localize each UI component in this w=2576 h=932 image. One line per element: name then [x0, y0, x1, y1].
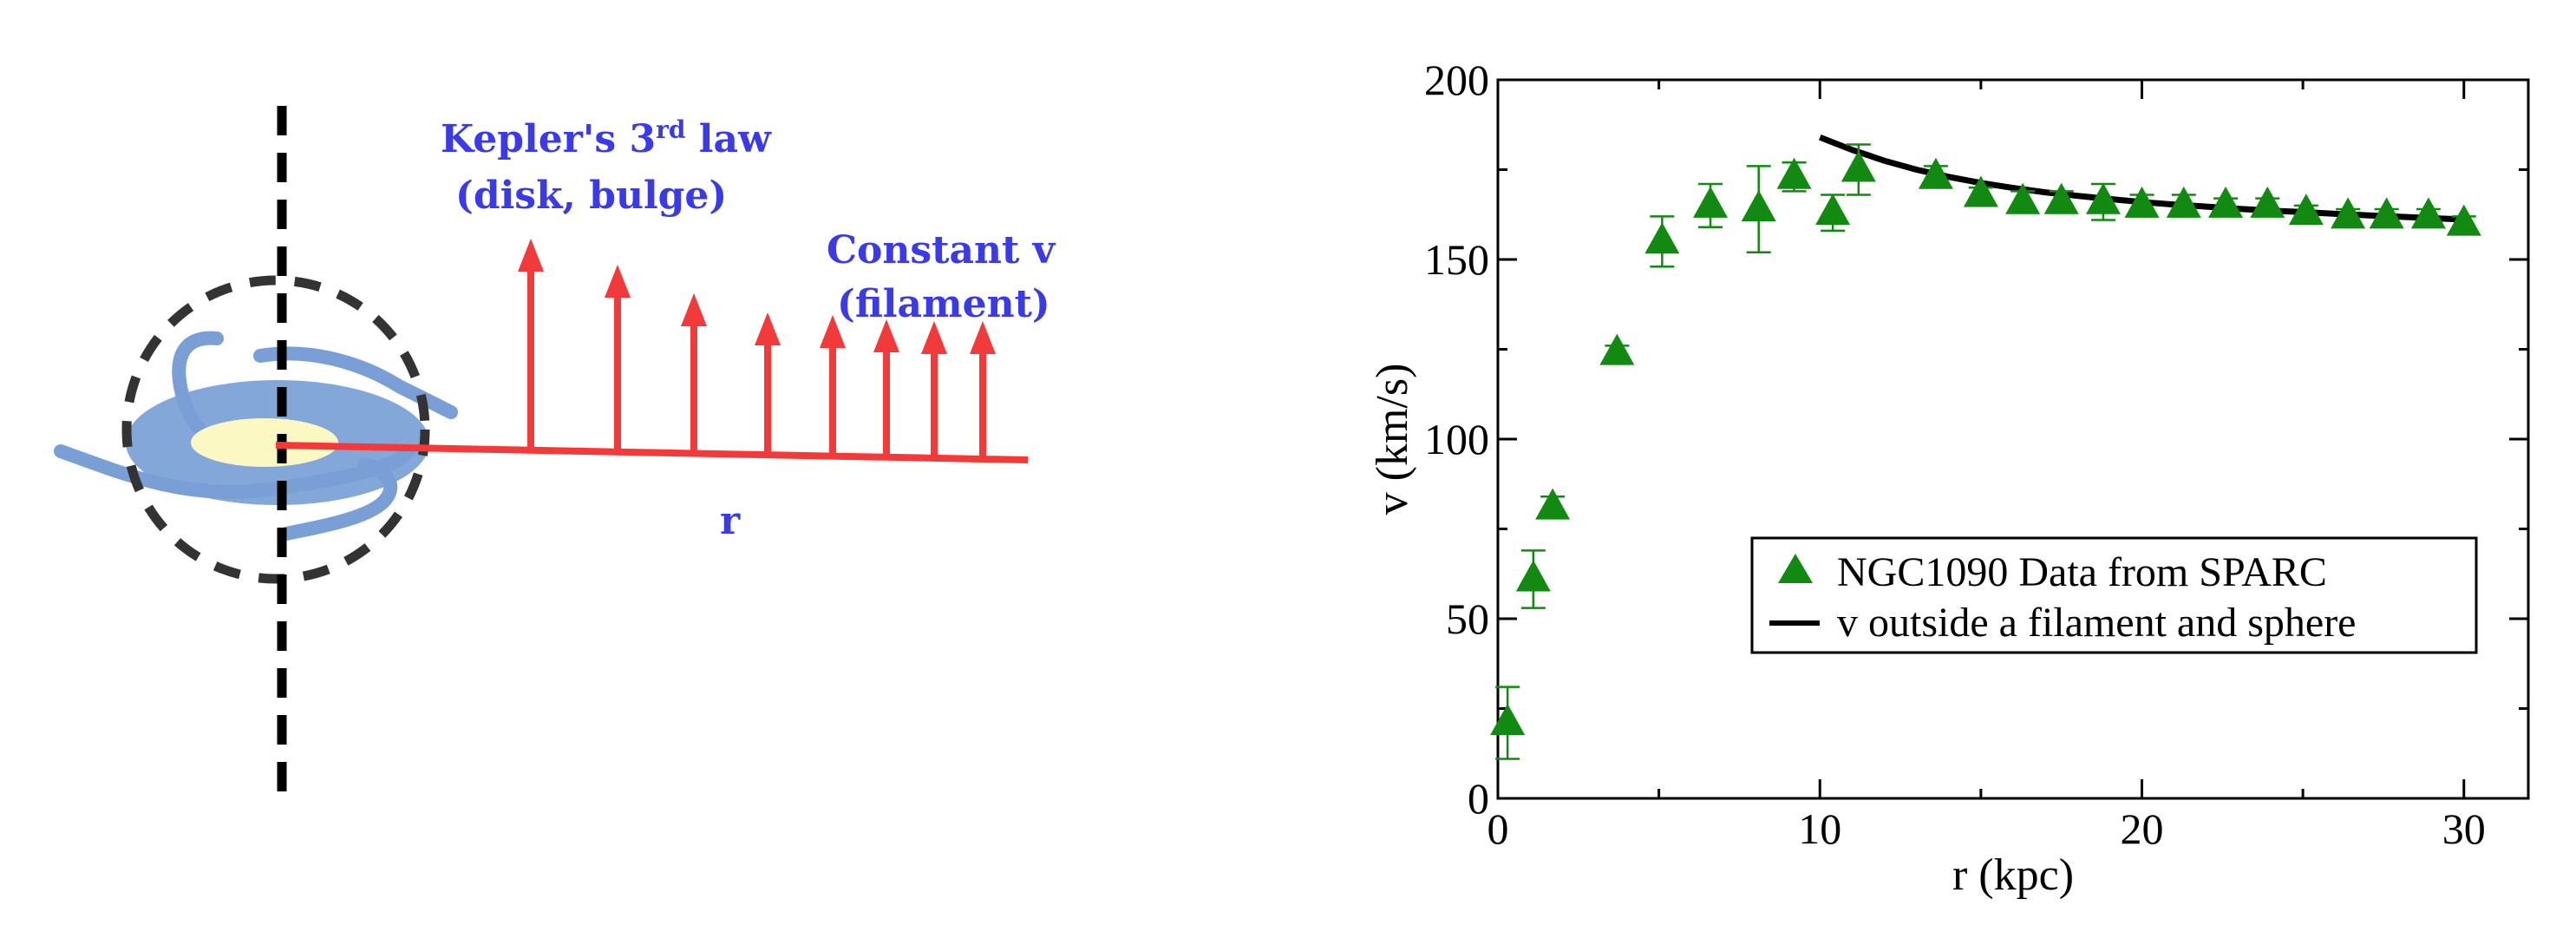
y-tick-label: 100	[1424, 415, 1489, 463]
data-point	[2446, 204, 2481, 236]
triangle-marker	[1535, 488, 1571, 520]
legend-entry-model: v outside a filament and sphere	[1837, 600, 2356, 646]
x-axis-label: r (kpc)	[1952, 850, 2074, 900]
dashed-sphere	[121, 275, 430, 584]
triangle-marker	[2250, 186, 2285, 218]
triangle-marker	[1918, 157, 1953, 189]
triangle-marker	[1644, 222, 1680, 254]
triangle-marker	[1490, 704, 1526, 736]
velocity-arrow	[605, 265, 631, 453]
legend: NGC1090 Data from SPARC v outside a fila…	[1750, 536, 2478, 654]
velocity-arrow	[873, 319, 899, 457]
triangle-marker	[2085, 182, 2121, 214]
data-point	[2250, 186, 2285, 218]
constant-label: Constant v	[827, 228, 1056, 272]
data-point	[2124, 186, 2160, 218]
data-point	[2331, 197, 2366, 229]
axis-ticks: 0 10 20 30 0 50 100 150 200	[1424, 56, 2528, 853]
data-point	[2288, 194, 2324, 226]
r-label: r	[720, 499, 741, 543]
triangle-marker	[2288, 194, 2324, 226]
triangle-marker	[2043, 182, 2079, 214]
data-point	[2085, 182, 2121, 221]
triangle-marker	[1741, 190, 1776, 222]
triangle-marker	[2446, 204, 2481, 236]
triangle-marker	[2410, 197, 2446, 229]
triangle-marker	[2331, 197, 2366, 229]
data-point	[1963, 175, 1998, 207]
data-point	[2005, 182, 2041, 214]
triangle-marker	[1815, 194, 1851, 226]
data-point	[2043, 182, 2079, 214]
triangle-marker	[1693, 186, 1729, 218]
velocity-arrow	[681, 293, 707, 454]
triangle-marker	[1776, 157, 1812, 189]
y-tick-label: 50	[1446, 594, 1489, 643]
kepler-sublabel: (disk, bulge)	[455, 174, 727, 218]
triangle-marker	[2166, 186, 2201, 218]
radius-line	[275, 442, 1029, 463]
triangle-marker	[1963, 175, 1998, 207]
data-point	[1741, 165, 1776, 253]
triangle-marker	[1840, 150, 1876, 182]
spiral-arm	[253, 346, 458, 419]
y-tick-label: 0	[1468, 774, 1489, 823]
kepler-label: Kepler's 3rd law	[441, 115, 772, 161]
data-point	[1515, 549, 1551, 609]
triangle-marker	[2005, 182, 2041, 214]
y-tick-label: 200	[1424, 56, 1489, 104]
velocity-arrow	[970, 321, 996, 459]
triangle-marker	[1599, 333, 1635, 365]
data-point	[2166, 186, 2201, 218]
data-point	[2208, 186, 2244, 218]
triangle-marker	[2208, 186, 2244, 218]
triangle-marker	[1515, 560, 1551, 592]
data-point	[1693, 182, 1729, 228]
legend-box	[1750, 536, 2478, 654]
data-point	[1776, 157, 1812, 193]
triangle-marker	[2369, 197, 2404, 229]
legend-entry-data: NGC1090 Data from SPARC	[1837, 549, 2327, 595]
rotation-curve-chart: 0 10 20 30 0 50 100 150 200 r (kpc) v (km/s) NGC…	[1368, 56, 2530, 900]
velocity-arrow	[755, 312, 781, 456]
velocity-arrow	[518, 239, 544, 451]
galaxy-diagram: Kepler's 3rd law (disk, bulge) Constant …	[54, 106, 1056, 807]
data-point	[1599, 333, 1635, 365]
data-point	[2410, 197, 2446, 229]
velocity-arrow	[820, 315, 846, 456]
y-tick-label: 150	[1424, 235, 1489, 284]
y-axis-label: v (km/s)	[1368, 364, 1417, 515]
x-tick-label: 20	[2121, 804, 2164, 853]
x-tick-label: 0	[1487, 804, 1509, 853]
velocity-arrow	[921, 321, 947, 458]
constant-sublabel: (filament)	[837, 282, 1050, 326]
triangle-marker	[2124, 186, 2160, 218]
galaxy-bulge	[191, 418, 338, 467]
spiral-arm	[279, 457, 398, 541]
data-point	[1840, 143, 1876, 196]
x-tick-label: 10	[1798, 804, 1841, 853]
data-point	[1490, 686, 1526, 760]
data-point	[1918, 157, 1953, 189]
data-points	[1490, 143, 2481, 760]
x-tick-label: 30	[2442, 804, 2486, 853]
data-point	[1535, 488, 1571, 520]
data-point	[2369, 197, 2404, 229]
data-point	[1644, 215, 1680, 268]
data-point	[1815, 194, 1851, 233]
velocity-arrows	[518, 239, 996, 459]
legend-triangle-marker	[1778, 554, 1813, 583]
